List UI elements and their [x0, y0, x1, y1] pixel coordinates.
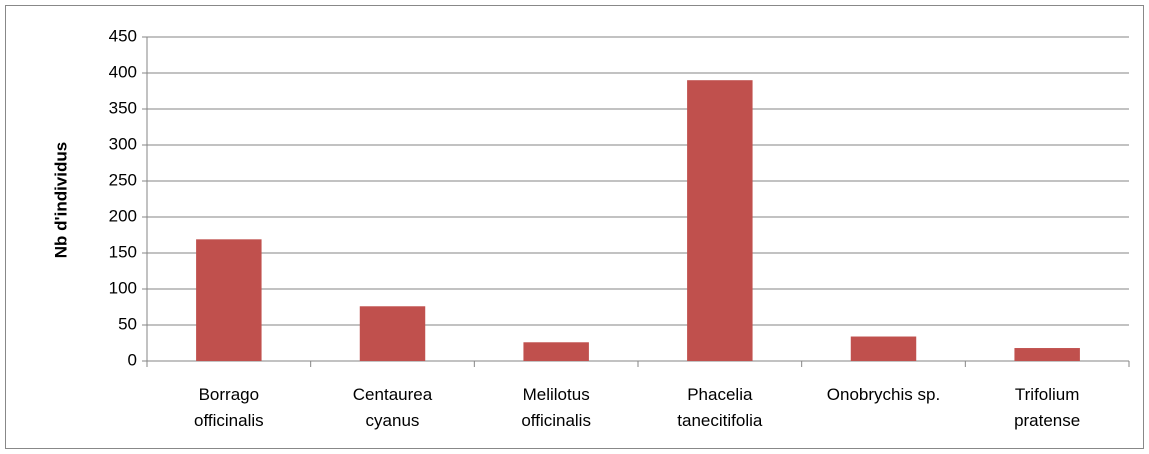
- y-axis-label: Nb d'individus: [51, 142, 70, 258]
- y-tick-label: 200: [109, 206, 137, 225]
- x-tick-label: Onobrychis sp.: [826, 385, 941, 404]
- x-tick-label: Phacelia tanecitifolia: [677, 385, 763, 430]
- x-tick-label: Trifolium pratense: [1014, 385, 1081, 430]
- bar: [196, 239, 262, 361]
- bar: [523, 342, 589, 361]
- y-tick-label: 400: [109, 62, 137, 81]
- chart-border: [5, 5, 1144, 449]
- bar: [1014, 348, 1080, 361]
- bar: [687, 80, 753, 361]
- x-tick-label: Borrago officinalis: [194, 385, 264, 430]
- y-tick-label: 100: [109, 278, 137, 297]
- bar: [359, 306, 426, 361]
- bar: [850, 336, 917, 361]
- y-tick-label: 50: [118, 314, 137, 333]
- y-tick-label: 350: [109, 98, 137, 117]
- y-tick-label: 300: [109, 134, 137, 153]
- y-tick-label: 0: [128, 350, 137, 369]
- y-tick-label: 250: [109, 170, 137, 189]
- y-tick-label: 150: [109, 242, 137, 261]
- x-tick-label: Centaurea cyanus: [352, 385, 433, 430]
- y-tick-label: 450: [109, 26, 137, 45]
- x-tick-label: Melilotus officinalis: [521, 385, 591, 430]
